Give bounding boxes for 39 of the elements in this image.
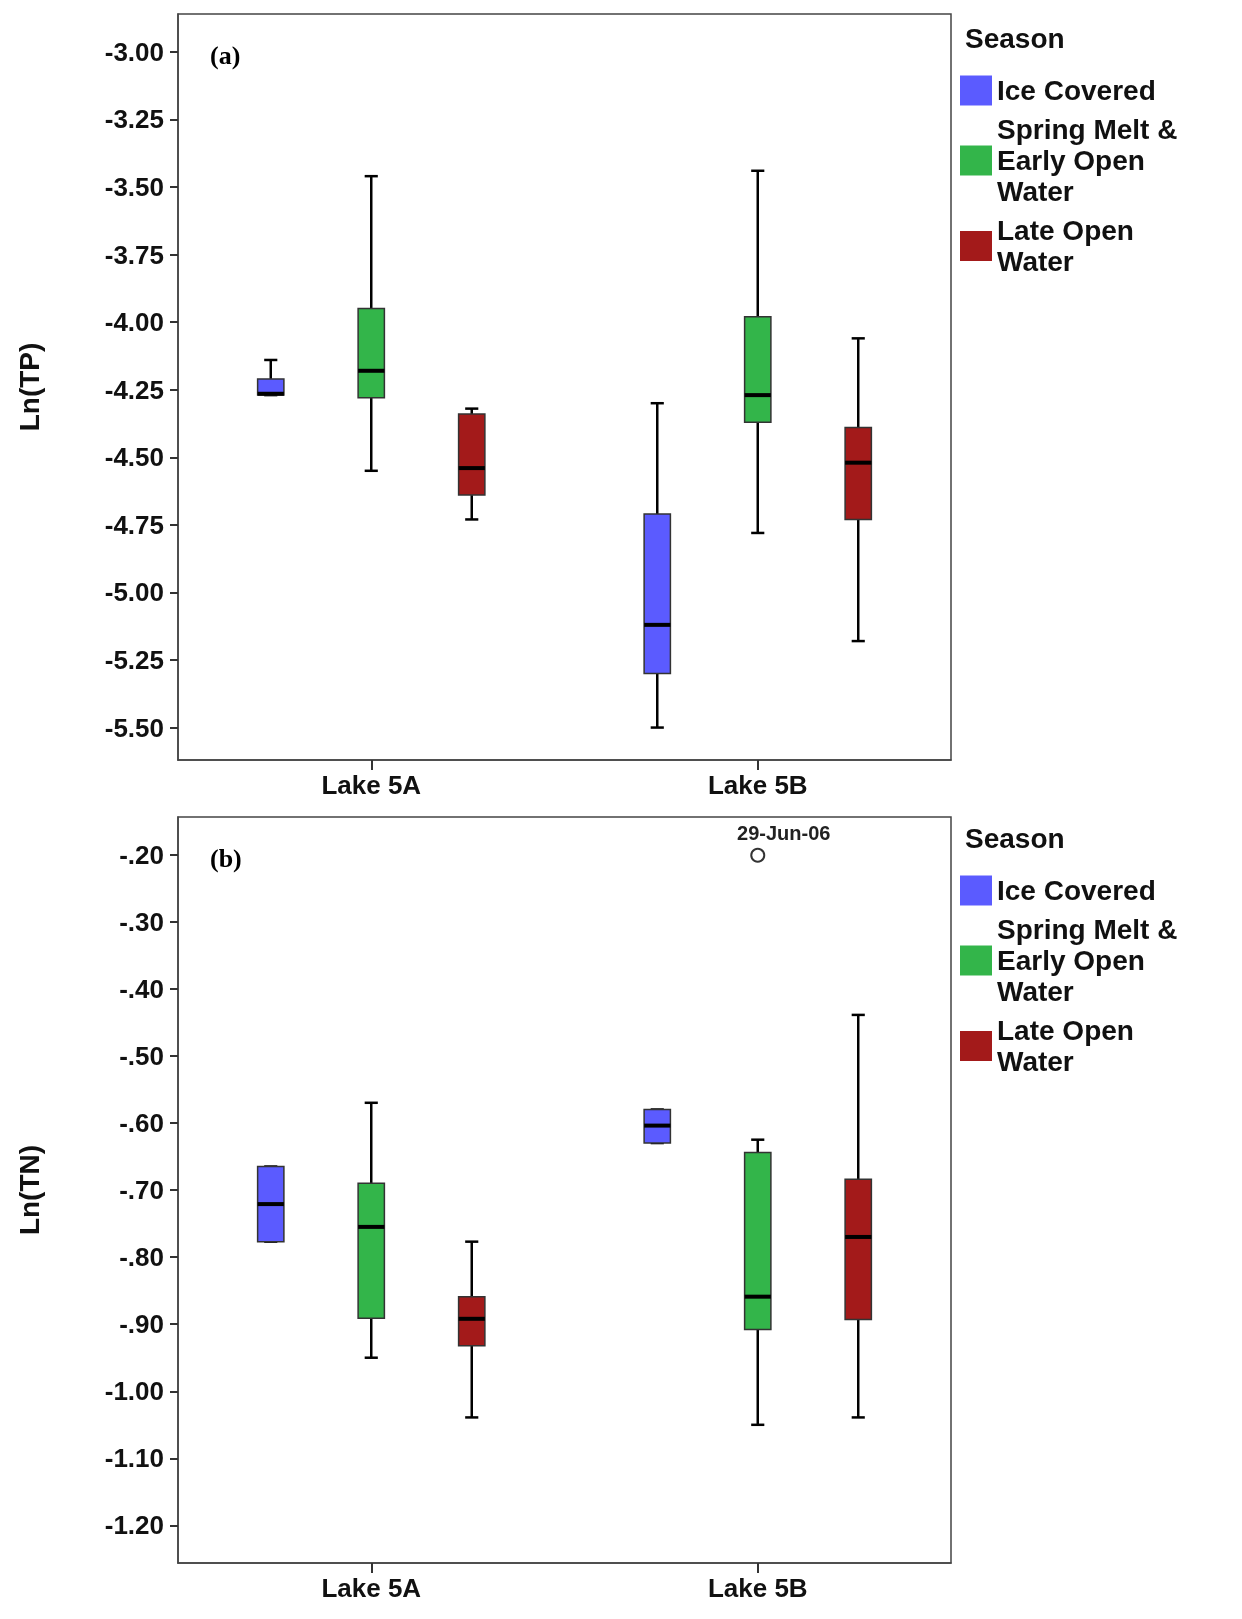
x-tick-label: Lake 5B [707, 770, 808, 800]
y-tick-label: -.40 [119, 973, 164, 1004]
y-tick-label: -3.75 [104, 239, 164, 270]
y-tick-label: -5.50 [104, 712, 164, 743]
x-tick-label: Lake 5A [321, 1573, 422, 1603]
legend-label: Late Open Water [997, 1015, 1142, 1077]
y-tick-label: -3.50 [104, 171, 164, 202]
x-tick-label: Lake 5A [321, 770, 422, 800]
y-tick-label: -.50 [119, 1040, 164, 1071]
y-tick-label: -1.00 [104, 1376, 164, 1407]
legend-label: Spring Melt & Early Open Water [997, 114, 1186, 207]
y-tick-label: -1.10 [104, 1443, 164, 1474]
y-tick-label: -5.25 [104, 644, 164, 675]
legend-title: Season [965, 22, 1065, 54]
y-axis-title: Ln(TN) [13, 1144, 45, 1236]
y-tick-label: -.90 [119, 1309, 164, 1340]
legend-label: Spring Melt & Early Open Water [997, 914, 1186, 1007]
legend-label: Ice Covered [997, 875, 1156, 906]
legend-label: Late Open Water [997, 215, 1142, 277]
annotation: (b) [210, 843, 242, 873]
y-tick-label: -3.00 [104, 36, 164, 67]
legend-label: Ice Covered [997, 75, 1156, 106]
y-tick-label: -.80 [119, 1242, 164, 1273]
x-tick-label: Lake 5B [707, 1573, 808, 1603]
y-tick-label: -.60 [119, 1107, 164, 1138]
y-tick-label: -5.00 [104, 577, 164, 608]
y-axis-title: Ln(TP) [13, 342, 45, 432]
y-tick-label: -1.20 [104, 1510, 164, 1541]
y-tick-label: -4.50 [104, 442, 164, 473]
y-tick-label: -.20 [119, 839, 164, 870]
y-tick-label: -.70 [119, 1175, 164, 1205]
y-tick-label: -4.75 [104, 509, 164, 540]
annotation: (a) [210, 40, 241, 70]
y-tick-label: -4.00 [104, 307, 164, 338]
y-tick-label: -3.25 [104, 104, 164, 135]
annotation: 29-Jun-06 [737, 822, 831, 845]
y-tick-label: -4.25 [104, 374, 164, 405]
legend-title: Season [965, 822, 1065, 854]
y-tick-label: -.30 [119, 906, 164, 937]
